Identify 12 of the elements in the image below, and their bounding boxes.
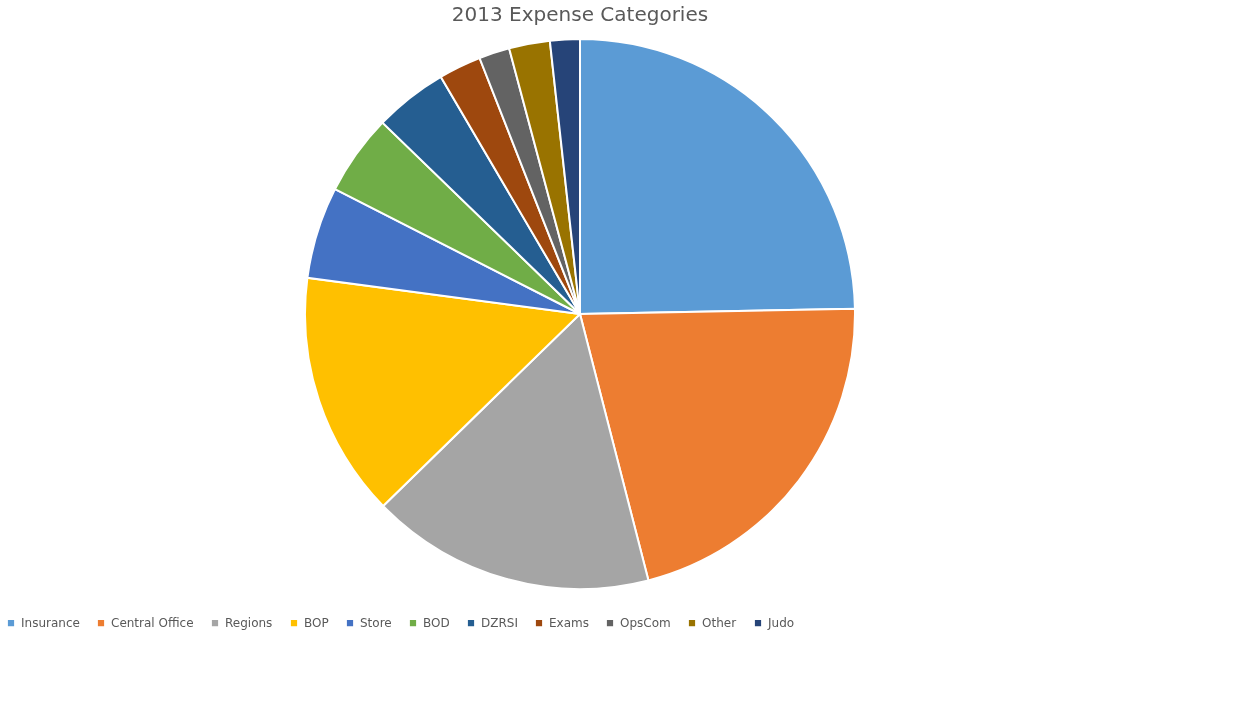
legend-label: OpsCom [620, 616, 671, 631]
legend-label: Insurance [21, 616, 80, 631]
legend-label: DZRSI [481, 616, 518, 631]
legend-label: Exams [549, 616, 589, 631]
legend-label: Other [702, 616, 737, 631]
chart-title: 2013 Expense Categories [451, 2, 709, 26]
legend-label: BOD [423, 616, 450, 631]
legend-label: Central Office [111, 616, 194, 631]
legend-label: Store [360, 616, 392, 631]
legend-label: BOP [304, 616, 329, 631]
legend-label: Judo [767, 616, 795, 631]
legend-label: Regions [225, 616, 273, 631]
